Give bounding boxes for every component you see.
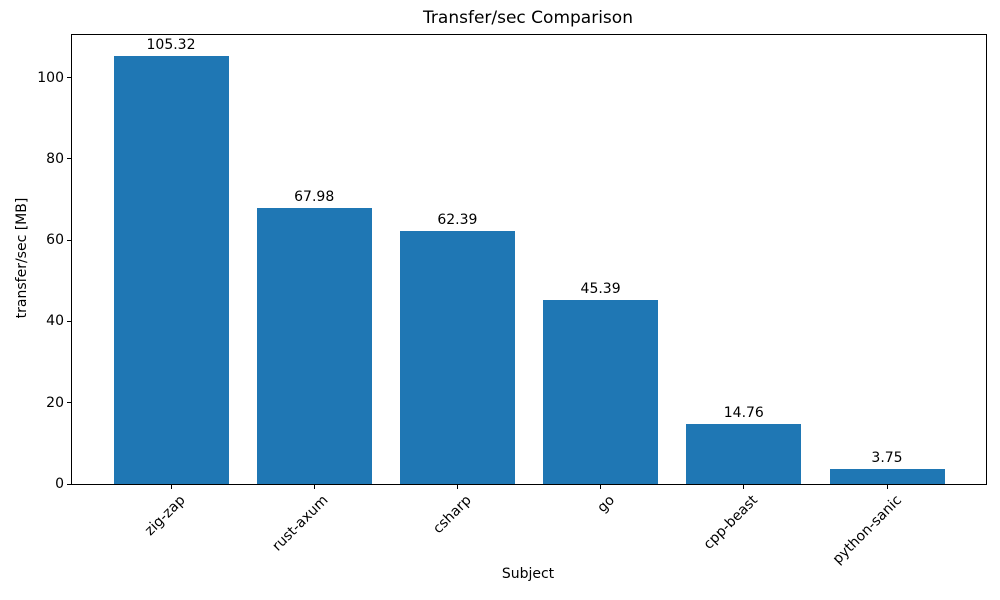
x-tick-mark [886,485,888,489]
bar-value-label: 14.76 [723,405,764,422]
bar-python-sanic [829,468,945,484]
y-axis-label: transfer/sec [MB] [14,197,30,319]
x-tick-mark [600,485,602,489]
x-tick-label: go [594,492,619,516]
bar-rust-axum [256,207,372,484]
y-tick-mark [67,483,71,485]
x-tick-label: csharp [430,492,475,537]
x-tick-label: cpp-beast [701,492,762,553]
plot-area: 105.32 67.98 62.39 45.39 14.76 3.75 [71,34,987,485]
chart-title: Transfer/sec Comparison [423,8,633,28]
bar-value-label: 105.32 [146,37,196,54]
bar-cpp-beast [686,424,802,484]
bar-value-label: 62.39 [437,211,478,228]
x-tick-mark [170,485,172,489]
y-tick-label: 60 [46,232,64,249]
x-tick-label: rust-axum [269,492,332,555]
y-tick-mark [67,239,71,241]
x-tick-mark [313,485,315,489]
y-tick-label: 100 [37,69,64,86]
x-axis-label: Subject [501,566,555,582]
y-tick-label: 20 [46,394,64,411]
bar-value-label: 45.39 [580,280,621,297]
bar-value-label: 67.98 [294,188,335,205]
y-tick-mark [67,402,71,404]
bar-go [543,299,659,484]
y-tick-label: 40 [46,313,64,330]
x-tick-mark [743,485,745,489]
x-tick-label: zig-zap [141,492,189,539]
y-tick-mark [67,77,71,79]
y-tick-label: 0 [55,476,64,492]
y-tick-mark [67,158,71,160]
bar-value-label: 3.75 [871,449,903,466]
y-tick-label: 80 [46,150,64,167]
y-tick-mark [67,320,71,322]
bar-zig-zap [113,56,229,484]
bar-csharp [399,230,515,484]
x-tick-mark [456,485,458,489]
x-tick-label: python-sanic [829,492,905,568]
